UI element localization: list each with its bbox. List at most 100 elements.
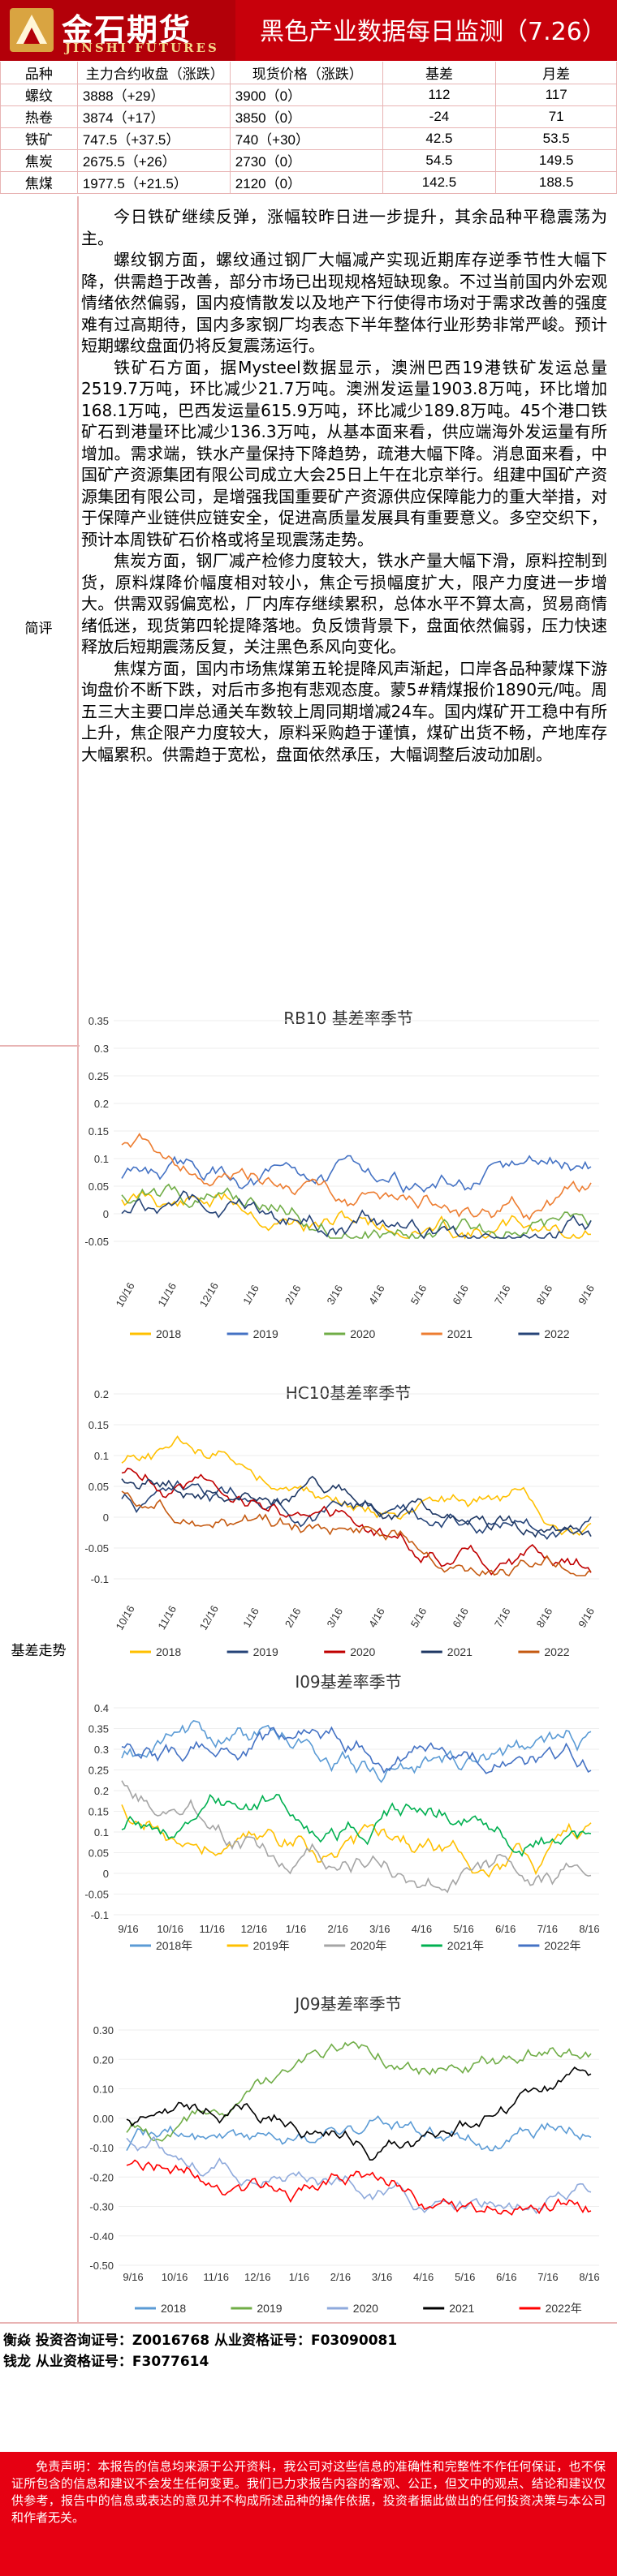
table-row: 焦炭 2675.5（+26） 2730（0） 54.5 149.5 (0, 148, 617, 172)
series-line (121, 1183, 592, 1240)
y-tick-label: 0.05 (88, 1847, 109, 1860)
rb10-chart-svg: RB10 基差率季节 0.35 0.3 0.25 0.2 0.15 0.1 0.05 0 -0.0… (84, 1008, 599, 1340)
legend-label: 2022 (544, 1327, 569, 1340)
chart-title: HC10基差率季节 (286, 1383, 411, 1403)
analyst-line-1: 衡焱 投资咨询证号：Z0016768 从业资格证号：F03090081 (3, 2333, 398, 2349)
x-tick-label: 4/16 (412, 1923, 432, 1935)
x-tick-label: 2/16 (283, 1606, 304, 1629)
spot-price-cell: 2120（0） (229, 170, 383, 194)
legend-label: 2018 (156, 1645, 181, 1658)
product-cell: 焦炭 (0, 148, 78, 172)
j09-chart-svg: J09基差率季节 0.30 0.20 0.10 0.00 -0.10 -0.20 -0.30 -… (89, 1994, 599, 2315)
y-tick-label: 0.1 (94, 1450, 109, 1462)
y-tick-label: 0.2 (94, 1098, 109, 1110)
x-tick-label: 11/16 (199, 1923, 225, 1935)
y-tick-label: -0.40 (89, 2230, 114, 2243)
futures-close-cell: 1977.5（+21.5） (76, 170, 231, 194)
series-line (121, 1780, 592, 1894)
x-tick-label: 2/16 (330, 2271, 351, 2283)
header-cell: 月差 (495, 62, 617, 84)
x-tick-label: 10/16 (113, 1280, 136, 1310)
chart-title: J09基差率季节 (293, 1994, 401, 2014)
x-tick-label: 12/16 (244, 2271, 271, 2283)
legend-label: 2021年 (447, 1939, 484, 1952)
analyst-signature: 衡焱 投资咨询证号：Z0016768 从业资格证号：F03090081 钱龙 从… (3, 2330, 397, 2372)
commentary-paragraph: 螺纹钢方面，螺纹通过钢厂大幅减产实现近期库存逆季节性大幅下降，供需趋于改善，部分… (81, 250, 607, 355)
section-divider (0, 2322, 617, 2324)
series-line (121, 1726, 592, 1774)
x-tick-label: 7/16 (537, 1923, 558, 1935)
commentary-label: 简评 (24, 621, 53, 636)
x-tick-label: 3/16 (324, 1283, 345, 1306)
y-tick-label: 0.15 (88, 1125, 109, 1137)
series-line (126, 2159, 592, 2216)
table-row: 焦煤 1977.5（+21.5） 2120（0） 142.5 188.5 (0, 170, 617, 194)
logo-english-text: JINSHI FUTURES (65, 41, 219, 55)
x-tick-label: 2/16 (328, 1923, 348, 1935)
y-tick-label: 0.2 (94, 1388, 109, 1400)
x-tick-label: 7/16 (492, 1606, 513, 1629)
basis-cell: 42.5 (382, 127, 497, 150)
analyst-line-2: 钱龙 从业资格证号：F3077614 (3, 2354, 209, 2370)
y-tick-label: -0.30 (89, 2201, 114, 2213)
y-tick-label: 0.4 (94, 1702, 109, 1714)
commentary-paragraph: 今日铁矿继续反弹，涨幅较昨日进一步提升，其余品种平稳震荡为主。 (81, 207, 607, 248)
y-tick-label: 0.3 (94, 1043, 109, 1055)
i09-basis-chart: I09基差率季节 0.4 0.35 0.3 0.25 0.2 0.15 0.1 0.05 0 -0.… (80, 1671, 617, 1976)
x-tick-label: 5/16 (408, 1283, 429, 1306)
y-tick-label: 0.10 (93, 2084, 114, 2096)
basis-cell: 54.5 (382, 148, 497, 172)
legend-label: 2019年 (253, 1939, 290, 1952)
x-tick-label: 4/16 (366, 1283, 387, 1306)
y-tick-label: 0.30 (93, 2024, 114, 2036)
x-tick-label: 9/16 (576, 1606, 597, 1629)
x-tick-label: 5/16 (455, 2271, 475, 2283)
legend-label: 2018 (156, 1327, 181, 1340)
y-tick-label: 0.05 (88, 1180, 109, 1193)
x-tick-label: 11/16 (155, 1603, 179, 1632)
column-divider (77, 196, 79, 2322)
x-tick-label: 12/16 (197, 1280, 221, 1310)
y-tick-label: 0.15 (88, 1806, 109, 1818)
futures-close-cell: 2675.5（+26） (76, 148, 231, 172)
series-line (121, 1467, 592, 1576)
x-tick-label: 1/16 (240, 1283, 261, 1306)
y-tick-label: 0.35 (88, 1723, 109, 1735)
page-title: 黑色产业数据每日监测（7.26） (260, 18, 606, 46)
x-tick-label: 6/16 (450, 1283, 471, 1306)
header-cell: 品种 (0, 62, 78, 84)
commentary-paragraph: 焦炭方面，钢厂减产检修力度较大，铁水产量大幅下滑，原料控制到货，原料煤降价幅度相… (81, 551, 607, 656)
y-tick-label: 0 (103, 1868, 109, 1880)
spot-price-cell: 3850（0） (229, 105, 383, 128)
x-tick-label: 3/16 (369, 1923, 390, 1935)
product-cell: 螺纹 (0, 83, 78, 106)
x-tick-label: 8/16 (579, 2271, 599, 2283)
quotes-table: 品种 主力合约收盘（涨跌） 现货价格（涨跌） 基差 月差 螺纹 3888（+29… (0, 62, 617, 194)
x-tick-label: 10/16 (113, 1603, 136, 1632)
x-tick-label: 12/16 (241, 1923, 268, 1935)
chart-title: RB10 基差率季节 (283, 1008, 412, 1028)
x-tick-label: 1/16 (286, 1923, 306, 1935)
legend-label: 2019 (257, 2302, 282, 2315)
futures-close-cell: 3888（+29） (76, 83, 231, 106)
hc10-basis-chart: HC10基差率季节 0.2 0.15 0.1 0.05 0 -0.05 -0.1 10/16 11… (80, 1376, 617, 1660)
series-line (121, 1490, 592, 1577)
disclaimer-text: 免责声明：本报告的信息均来源于公开资料，我公司对这些信息的准确性和完整性不作任何… (0, 2452, 617, 2576)
y-tick-label: 0.25 (88, 1070, 109, 1082)
spot-price-cell: 2730（0） (229, 148, 383, 172)
basis-cell: 112 (382, 83, 497, 106)
x-tick-label: 9/16 (576, 1283, 597, 1306)
y-tick-label: -0.05 (84, 1889, 109, 1901)
y-tick-label: -0.1 (91, 1909, 109, 1921)
series-line (121, 1480, 592, 1541)
x-tick-label: 2/16 (283, 1283, 304, 1306)
spread-cell: 117 (495, 83, 617, 106)
commentary-paragraph: 焦煤方面，国内市场焦煤第五轮提降风声渐起，口岸各品种蒙煤下游询盘价不断下跌，对后… (81, 658, 607, 764)
x-tick-label: 4/16 (366, 1606, 387, 1629)
futures-close-cell: 747.5（+37.5） (76, 127, 231, 150)
hc10-chart-svg: HC10基差率季节 0.2 0.15 0.1 0.05 0 -0.05 -0.1 10/16 11… (84, 1383, 599, 1658)
legend-label: 2022年 (546, 2302, 582, 2315)
logo-emblem-icon (10, 8, 54, 52)
header-banner: 金石期货 JINSHI FUTURES 黑色产业数据每日监测（7.26） (0, 0, 617, 61)
spread-cell: 188.5 (495, 170, 617, 194)
